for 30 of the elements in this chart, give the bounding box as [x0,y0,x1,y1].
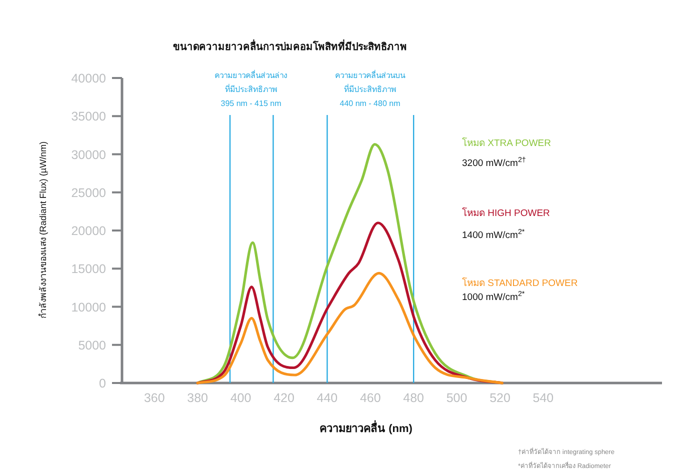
x-tick-label: 420 [274,391,294,405]
x-tick-label: 480 [403,391,424,405]
annotation: ความยาวคลื่นส่วนบน ที่มีประสิทธิภาพ 440 nm - 480 nm [335,69,406,108]
chart-title: ขนาดความยาวคลื่นการบ่มคอมโพสิทที่มีประสิทธิภาพ [173,39,407,53]
x-axis-title: ความยาวคลื่น (nm) [320,420,413,435]
annotation: 1000 mW/cm$^{2*}$ [462,290,525,303]
x-tick-label: 380 [187,391,208,405]
y-tick-label: 25000 [71,186,106,200]
x-tick-label: 500 [446,391,468,405]
x-tick-label: 540 [532,391,554,405]
x-tick-label: 400 [230,391,252,405]
text: โหมด XTRA POWER [462,137,552,149]
y-axis-title: กำลังพลังงานของแสง (Radiant Flux) (µW/nm) [38,141,48,319]
annotation: 3200 mW/cm$^{2†}$ [462,156,526,169]
y-tick-label: 30000 [71,148,106,162]
annotation: 1400 mW/cm$^{2*}$ [462,228,525,241]
y-tick-label: 40000 [71,72,106,86]
x-tick-label: 460 [360,391,381,405]
x-tick-label: 520 [490,391,510,405]
y-tick-label: 10000 [71,300,106,314]
text: โหมด HIGH POWER [462,207,550,219]
y-tick-label: 20000 [71,224,106,238]
y-tick-label: 5000 [78,338,106,352]
x-tick-label: 360 [144,391,165,405]
text: โหมด STANDARD POWER [462,277,578,289]
y-tick-label: 35000 [71,110,106,124]
y-tick-label: 15000 [71,262,106,276]
x-tick-label: 440 [316,391,338,405]
annotation: ความยาวคลื่นส่วนล่าง ที่มีประสิทธิภาพ 395 nm - 415 nm [214,69,288,108]
y-tick-label: 0 [99,376,106,390]
